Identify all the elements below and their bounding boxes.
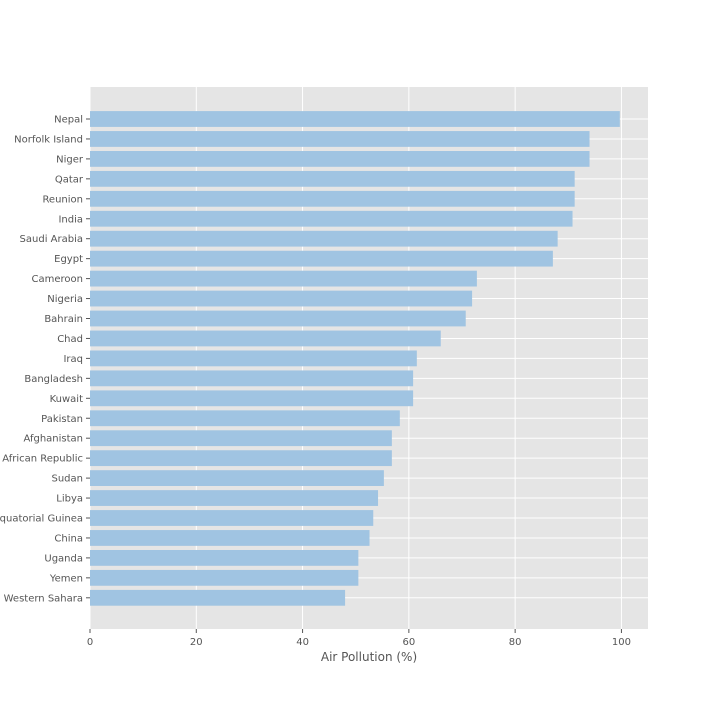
- y-axis-ticks: Nepal Norfolk Island Niger Qatar Reunion Indi…: [0, 115, 90, 604]
- bar: [90, 510, 374, 526]
- bar: [90, 470, 384, 486]
- y-tick-label: Nigeria: [47, 294, 83, 305]
- y-tick-label: Western Sahara: [4, 593, 83, 604]
- y-tick-label: Cameroon: [32, 274, 83, 285]
- y-tick-label: India: [58, 214, 83, 225]
- bar: [90, 569, 359, 586]
- y-tick-label: Uganda: [44, 553, 83, 564]
- x-tick-label: 60: [402, 637, 415, 648]
- y-tick-label: Yemen: [49, 573, 83, 584]
- y-tick-label: Central African Republic: [0, 454, 83, 465]
- y-tick-label: Qatar: [55, 174, 84, 185]
- bar: [90, 430, 392, 447]
- y-tick-label: Kuwait: [50, 394, 83, 405]
- bar: [90, 131, 590, 147]
- bar: [90, 450, 392, 467]
- x-axis-ticks: 0 20 40 60 80 100: [87, 629, 631, 648]
- x-tick-label: 20: [190, 637, 203, 648]
- bar: [90, 490, 379, 506]
- bar: [90, 410, 400, 427]
- bar: [90, 230, 558, 247]
- y-tick-label: Bangladesh: [24, 374, 83, 385]
- y-tick-label: Saudi Arabia: [20, 234, 83, 245]
- bar: [90, 170, 575, 187]
- y-tick-label: Niger: [56, 154, 84, 165]
- bar: [90, 151, 590, 167]
- y-tick-label: Bahrain: [44, 314, 83, 325]
- bar: [90, 550, 359, 566]
- y-tick-label: Sudan: [52, 474, 84, 485]
- bar: [90, 370, 414, 387]
- bar: [90, 111, 620, 127]
- bars: [90, 111, 620, 606]
- y-tick-label: Equatorial Guinea: [0, 514, 83, 525]
- bar: [90, 350, 417, 367]
- bar: [90, 270, 477, 287]
- y-tick-label: Nepal: [54, 115, 83, 126]
- y-tick-label: Norfolk Island: [14, 134, 83, 145]
- y-tick-label: Egypt: [54, 254, 83, 265]
- x-tick-label: 80: [509, 637, 522, 648]
- y-tick-label: Afghanistan: [23, 434, 83, 445]
- y-tick-label: Pakistan: [41, 414, 83, 425]
- bar: [90, 190, 575, 207]
- bar: [90, 589, 346, 606]
- y-tick-label: Chad: [57, 334, 83, 345]
- y-tick-label: Iraq: [63, 354, 83, 365]
- bar: [90, 290, 473, 307]
- bar: [90, 210, 573, 227]
- x-axis-title: Air Pollution (%): [321, 650, 417, 664]
- y-tick-label: China: [54, 533, 83, 544]
- bar: [90, 330, 441, 347]
- y-tick-label: Libya: [56, 494, 83, 505]
- bar: [90, 250, 553, 267]
- x-tick-label: 0: [87, 637, 93, 648]
- y-tick-label: Reunion: [42, 194, 83, 205]
- bar: [90, 530, 370, 546]
- bar: [90, 390, 414, 407]
- x-tick-label: 100: [612, 637, 631, 648]
- bar: [90, 310, 466, 327]
- x-tick-label: 40: [296, 637, 309, 648]
